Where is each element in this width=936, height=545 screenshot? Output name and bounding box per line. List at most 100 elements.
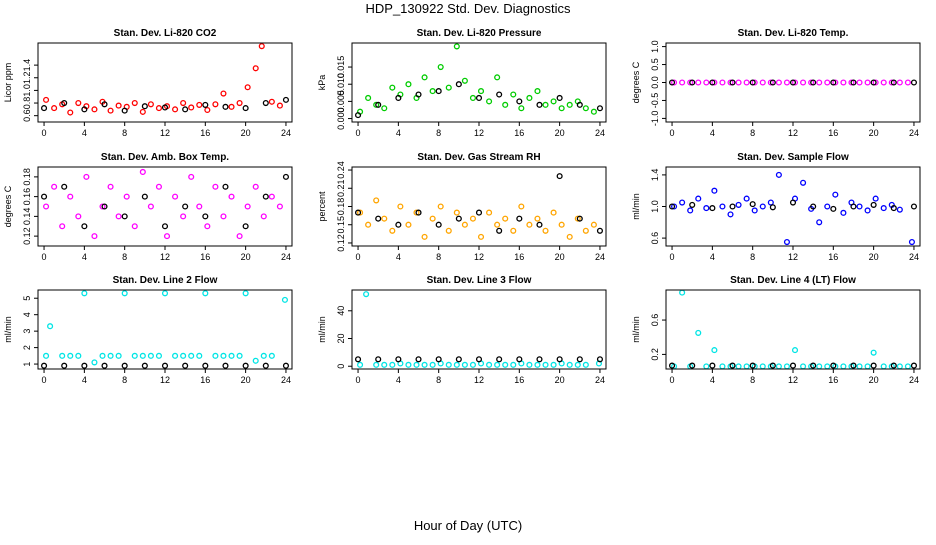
point: [47, 323, 54, 330]
point: [429, 88, 436, 95]
y-tick-label: 0.15: [336, 216, 346, 234]
point: [357, 361, 364, 368]
point: [789, 79, 797, 86]
point: [727, 211, 734, 218]
point: [43, 96, 50, 103]
x-tick-label: 24: [281, 252, 291, 262]
point: [596, 105, 604, 112]
y-tick-label: 4: [22, 312, 32, 317]
point: [850, 362, 857, 369]
point: [526, 221, 533, 228]
point: [526, 94, 533, 102]
plot-frame: [37, 42, 293, 123]
point: [389, 361, 396, 368]
plot-frame: [37, 289, 293, 370]
point: [870, 201, 877, 208]
y-tick-label: 0.6: [650, 314, 660, 327]
y-tick-label: 1.0: [650, 200, 660, 213]
point: [880, 79, 887, 86]
point: [282, 362, 290, 369]
y-tick-label: 0.14: [22, 208, 32, 226]
point: [816, 219, 823, 226]
point: [282, 173, 290, 180]
point: [212, 101, 219, 108]
x-tick-label: 4: [396, 375, 401, 385]
point: [896, 206, 903, 213]
panel-title: Stan. Dev. Li-820 CO2: [114, 28, 217, 39]
point: [172, 193, 179, 200]
panel-title: Stan. Dev. Line 4 (LT) Flow: [730, 275, 856, 286]
point: [516, 356, 523, 363]
x-tick-label: 20: [555, 252, 565, 262]
point: [141, 193, 148, 200]
y-tick-label: 1.4: [22, 59, 32, 72]
point: [91, 106, 98, 113]
point: [475, 94, 483, 102]
point: [107, 107, 114, 114]
y-tick-label: 1: [22, 362, 32, 367]
x-tick-label: 24: [281, 128, 291, 138]
point: [282, 96, 290, 103]
point: [689, 79, 696, 86]
point: [61, 183, 68, 190]
y-tick-label: 0.12: [336, 234, 346, 252]
x-tick-label: 0: [356, 375, 361, 385]
plot-frame: [665, 289, 921, 370]
x-tick-label: 8: [122, 128, 127, 138]
point: [850, 203, 857, 210]
point: [59, 352, 66, 359]
x-tick-label: 12: [160, 375, 170, 385]
point: [61, 99, 68, 107]
point: [147, 352, 154, 359]
point: [502, 215, 509, 222]
point: [202, 213, 209, 220]
point: [196, 352, 203, 359]
point: [147, 203, 154, 210]
point: [735, 201, 742, 208]
y-tick-label: 20: [336, 334, 346, 344]
point: [196, 203, 203, 210]
x-tick-label: 0: [670, 128, 675, 138]
point: [735, 79, 742, 86]
point: [375, 356, 382, 363]
point: [281, 296, 288, 303]
point: [518, 203, 525, 210]
x-tick-label: 24: [595, 375, 605, 385]
point: [188, 104, 195, 111]
point: [220, 213, 227, 220]
point: [769, 79, 776, 86]
x-tick-label: 20: [869, 375, 879, 385]
point: [242, 105, 249, 112]
point: [262, 362, 269, 369]
point: [115, 213, 122, 220]
point: [751, 207, 758, 214]
point: [429, 361, 436, 368]
point: [709, 79, 716, 86]
point: [469, 215, 477, 222]
x-tick-label: 12: [788, 252, 798, 262]
point: [574, 215, 581, 222]
x-tick-label: 4: [710, 128, 715, 138]
point: [81, 290, 88, 297]
panel-title: Stan. Dev. Line 2 Flow: [113, 275, 218, 286]
point: [749, 362, 756, 369]
y-tick-label: 0.5: [650, 58, 660, 71]
point: [582, 227, 589, 234]
point: [840, 209, 847, 216]
y-tick-label: 0: [336, 364, 346, 369]
point: [751, 79, 758, 86]
point: [496, 227, 503, 234]
point: [40, 105, 48, 112]
figure-title: HDP_130922 Std. Dev. Diagnostics: [366, 1, 571, 16]
point: [67, 109, 74, 116]
point: [421, 233, 428, 240]
point: [743, 79, 750, 86]
point: [357, 209, 364, 216]
point: [455, 81, 462, 88]
x-tick-label: 0: [42, 375, 47, 385]
x-tick-label: 0: [670, 252, 675, 262]
point: [220, 90, 227, 97]
point: [791, 79, 799, 86]
point: [268, 352, 275, 359]
